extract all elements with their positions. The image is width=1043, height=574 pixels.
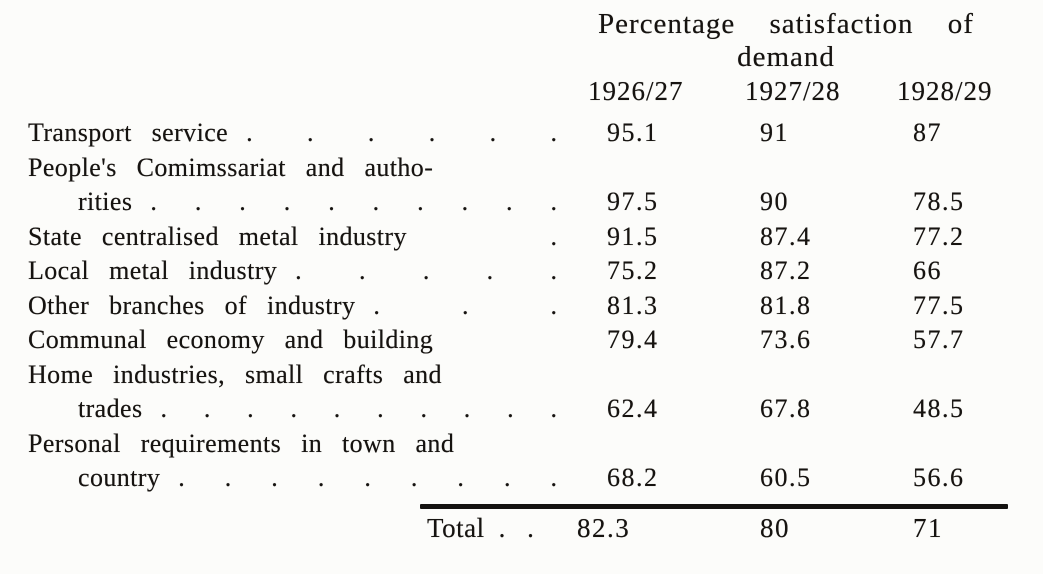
dot-leader: . <box>550 221 558 251</box>
cell-value-1926-27 <box>565 427 715 462</box>
total-label-text: Total <box>427 513 485 543</box>
total-dot-leader: . . <box>498 513 535 543</box>
row-label-cell: trades .......... <box>0 392 565 427</box>
dot-leader <box>460 358 557 393</box>
table-row: Personal requirements in town and <box>0 427 1043 462</box>
dot-leader <box>472 427 557 462</box>
cell-value-1927-28 <box>715 358 867 393</box>
table-row: Home industries, small crafts and <box>0 358 1043 393</box>
dot-leader: .......... <box>150 187 557 216</box>
row-label-text: country <box>78 463 161 492</box>
row-label-cell: country ......... <box>0 461 565 496</box>
table-title: Percentage satisfaction of demand <box>553 8 1019 74</box>
cell-value-1927-28: 87.4 <box>760 221 812 251</box>
row-label-text: Home industries, small crafts and <box>28 359 442 389</box>
table-row: People's Comimssariat and autho- <box>0 151 1043 186</box>
row-label-cell: rities .......... <box>0 185 565 220</box>
table-row: Communal economy and building 79.4 73.6 … <box>0 323 1043 358</box>
cell-value-1926-27: 95.1 <box>607 118 659 147</box>
row-label-cell: People's Comimssariat and autho- <box>0 151 565 186</box>
row-label-text: Local metal industry <box>28 256 278 285</box>
row-label-cell: Personal requirements in town and <box>0 427 565 462</box>
row-label-cell: Communal economy and building <box>0 323 565 358</box>
cell-value-1927-28: 90 <box>760 187 789 216</box>
row-label-text: Other branches of industry <box>28 290 356 320</box>
table-row: rities .......... 97.5 90 78.5 <box>0 185 1043 220</box>
cell-value-1927-28: 67.8 <box>760 394 812 423</box>
column-header-1926-27: 1926/27 <box>588 76 684 106</box>
cell-value-1926-27 <box>565 358 715 393</box>
table-row: trades .......... 62.4 67.8 48.5 <box>0 392 1043 427</box>
table-title-line-2: demand <box>737 41 835 73</box>
cell-value-1928-29: 87 <box>913 118 942 147</box>
total-row-label: Total . . <box>427 512 534 544</box>
row-label-cell: Local metal industry ..... <box>0 254 565 289</box>
cell-value-1928-29 <box>867 427 1043 462</box>
total-value-1928-29: 71 <box>913 513 943 543</box>
cell-value-1928-29 <box>867 358 1043 393</box>
table-row: Other branches of industry ... 81.3 81.8… <box>0 289 1043 324</box>
cell-value-1928-29 <box>867 151 1043 186</box>
row-label-cell: Home industries, small crafts and <box>0 358 565 393</box>
table-body: Transport service ...... 95.1 91 87 Peop… <box>0 116 1043 496</box>
row-label-cell: Other branches of industry ... <box>0 289 565 324</box>
table-row: country ......... 68.2 60.5 56.6 <box>0 461 1043 496</box>
dot-leader: .......... <box>160 394 557 423</box>
dot-leader: ...... <box>246 118 557 147</box>
cell-value-1926-27: 97.5 <box>607 187 659 216</box>
cell-value-1926-27 <box>565 151 715 186</box>
table-row: State centralised metal industry . 91.5 … <box>0 220 1043 255</box>
table-title-line-1: Percentage satisfaction of <box>598 8 974 40</box>
cell-value-1926-27: 79.4 <box>607 325 659 354</box>
row-label-text: trades <box>78 394 143 423</box>
row-label-text: State centralised metal industry <box>28 221 407 251</box>
cell-value-1927-28: 87.2 <box>760 256 812 285</box>
cell-value-1926-27: 68.2 <box>607 463 659 492</box>
cell-value-1926-27: 75.2 <box>607 256 659 285</box>
row-label-text: Transport service <box>28 118 229 147</box>
cell-value-1926-27: 62.4 <box>607 394 659 423</box>
cell-value-1927-28: 81.8 <box>760 290 812 320</box>
cell-value-1928-29: 56.6 <box>913 463 965 492</box>
cell-value-1927-28: 73.6 <box>760 325 812 354</box>
column-header-1927-28: 1927/28 <box>745 76 841 106</box>
dot-leader: ......... <box>178 463 557 492</box>
cell-value-1928-29: 77.5 <box>913 290 965 320</box>
column-header-1928-29: 1928/29 <box>897 76 993 106</box>
dot-leader <box>451 151 557 186</box>
cell-value-1927-28: 91 <box>760 118 789 147</box>
cell-value-1928-29: 57.7 <box>913 325 965 354</box>
row-label-text: People's Comimssariat and autho- <box>28 152 434 182</box>
cell-value-1928-29: 66 <box>913 256 942 285</box>
total-rule <box>420 504 1008 509</box>
table-row: Local metal industry ..... 75.2 87.2 66 <box>0 254 1043 289</box>
total-value-1927-28: 80 <box>760 513 790 543</box>
cell-value-1926-27: 81.3 <box>607 290 659 320</box>
cell-value-1928-29: 77.2 <box>913 221 965 251</box>
cell-value-1927-28: 60.5 <box>760 463 812 492</box>
dot-leader <box>451 323 557 358</box>
cell-value-1927-28 <box>715 427 867 462</box>
cell-value-1928-29: 48.5 <box>913 394 965 423</box>
row-label-text: rities <box>78 187 133 216</box>
table-row: Transport service ...... 95.1 91 87 <box>0 116 1043 151</box>
cell-value-1926-27: 91.5 <box>607 221 659 251</box>
cell-value-1928-29: 78.5 <box>913 187 965 216</box>
dot-leader: ..... <box>295 256 557 285</box>
row-label-cell: State centralised metal industry . <box>0 220 565 255</box>
row-label-text: Personal requirements in town and <box>28 428 455 458</box>
cell-value-1927-28 <box>715 151 867 186</box>
row-label-cell: Transport service ...... <box>0 116 565 151</box>
dot-leader: ... <box>373 290 557 320</box>
total-value-1926-27: 82.3 <box>577 513 631 543</box>
row-label-text: Communal economy and building <box>28 325 434 354</box>
